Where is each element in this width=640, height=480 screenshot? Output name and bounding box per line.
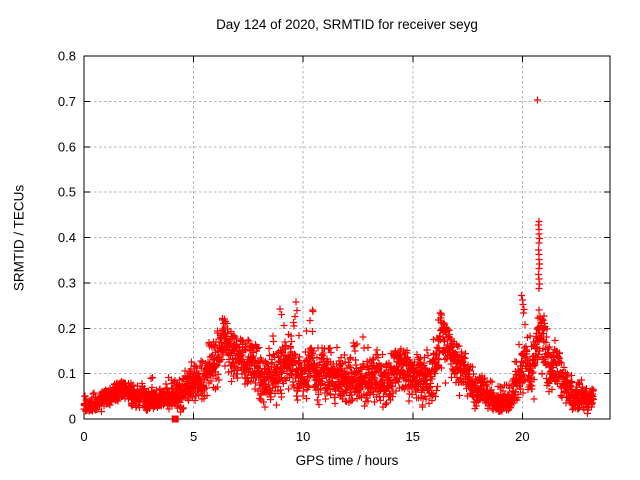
x-tick-label: 5 [190,429,197,444]
data-points [80,96,597,417]
y-tick-label: 0.4 [58,230,76,245]
x-tick-label: 15 [406,429,420,444]
y-tick-label: 0.6 [58,139,76,154]
grid-lines [84,56,610,419]
y-tick-label: 0.7 [58,94,76,109]
y-tick-label: 0.8 [58,49,76,64]
y-tick-label: 0.3 [58,275,76,290]
chart-title: Day 124 of 2020, SRMTID for receiver sey… [216,17,478,32]
x-axis-title: GPS time / hours [295,453,399,468]
x-tick-label: 10 [296,429,310,444]
y-tick-label: 0.2 [58,321,76,336]
x-tick-label: 0 [80,429,87,444]
y-tick-label: 0.5 [58,185,76,200]
tick-marks [83,55,610,420]
square-data-point [171,415,179,423]
x-tick-label: 20 [515,429,529,444]
y-tick-label: 0.1 [58,366,76,381]
y-tick-label: 0 [69,412,76,427]
